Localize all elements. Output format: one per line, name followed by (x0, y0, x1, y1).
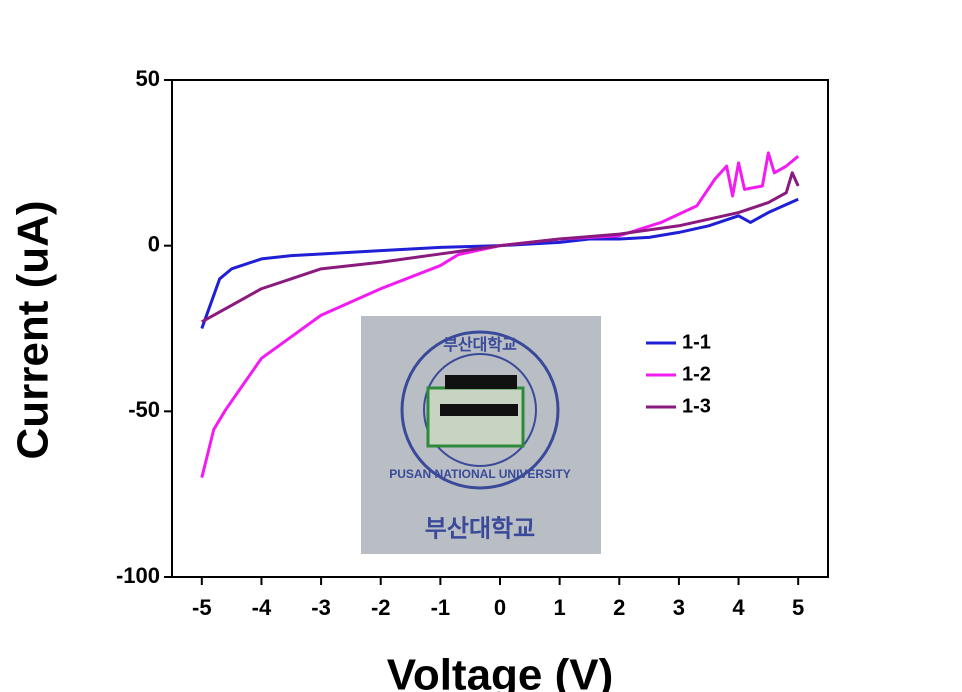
x-tick-label: -3 (311, 595, 331, 620)
x-tick-label: 4 (732, 595, 745, 620)
y-tick-label: -100 (116, 563, 160, 588)
sample-strip (445, 375, 517, 389)
emblem (426, 386, 525, 448)
legend-label: 1-3 (682, 395, 711, 417)
seal-top: 부산대학교 (443, 336, 517, 354)
x-axis-title: Voltage (V) (387, 651, 614, 692)
x-tick-label: -1 (431, 595, 451, 620)
x-tick-label: -5 (192, 595, 212, 620)
x-tick-label: 2 (613, 595, 625, 620)
legend-label: 1-1 (682, 331, 711, 353)
seal (400, 330, 560, 490)
caption: 부산대학교 (425, 515, 535, 542)
y-axis-title: Current (uA) (9, 200, 58, 459)
y-tick-label: -50 (128, 397, 160, 422)
series-line (200, 197, 799, 330)
seal-text: PUSAN NATIONAL UNIVERSITY (389, 467, 571, 481)
x-tick-label: -2 (371, 595, 391, 620)
sample-strip (440, 404, 518, 416)
legend-label: 1-2 (682, 363, 711, 385)
x-tick-label: 0 (494, 595, 506, 620)
seal-inner (423, 353, 537, 467)
x-tick-label: 5 (792, 595, 804, 620)
x-tick-label: 3 (673, 595, 685, 620)
x-tick-label: 1 (554, 595, 566, 620)
series-line (200, 151, 800, 478)
x-tick-label: -4 (252, 595, 272, 620)
y-tick-label: 50 (136, 66, 160, 91)
series-line (201, 171, 800, 324)
y-tick-label: 0 (148, 231, 160, 256)
inset-photo: 부산대학교 PUSAN NATIONAL UNIVERSITY 부산대학교 (361, 316, 601, 554)
